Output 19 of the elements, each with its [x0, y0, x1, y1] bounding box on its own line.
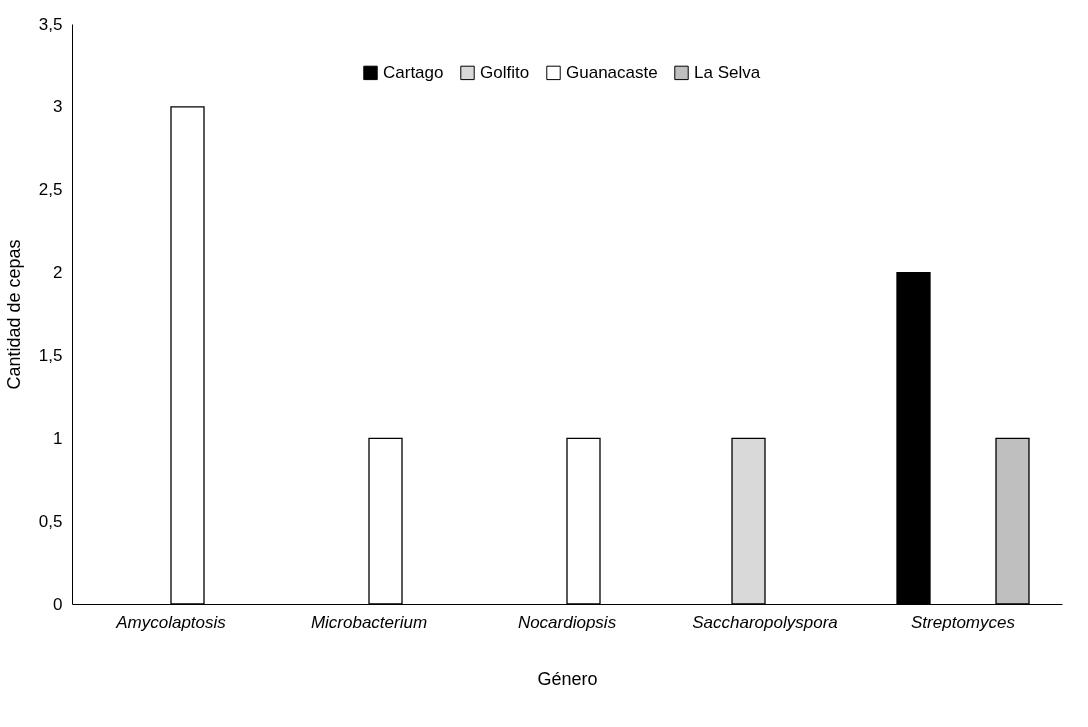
x-axis-title: Género [537, 668, 598, 689]
y-tick-label: 2 [53, 263, 63, 283]
y-tick-label: 0,5 [38, 511, 63, 531]
x-tick-label: Saccharopolyspora [692, 612, 838, 632]
y-tick-label: 1 [53, 428, 63, 448]
legend-label: La Selva [694, 62, 761, 82]
x-tick-label: Nocardiopsis [517, 612, 617, 632]
y-tick-label: 3,5 [38, 14, 63, 34]
legend-label: Cartago [383, 62, 444, 82]
x-tick-label: Microbacterium [310, 612, 428, 632]
legend-label: Golfito [480, 62, 530, 82]
x-tick-label: Streptomyces [911, 612, 1016, 632]
y-axis-title: Cantidad de cepas [3, 239, 24, 390]
y-tick-label: 2,5 [38, 180, 63, 200]
y-tick-label: 3 [53, 97, 63, 117]
y-tick-label: 1,5 [38, 345, 63, 365]
legend-label: Guanacaste [566, 62, 658, 82]
y-tick-label: 0 [53, 594, 63, 614]
x-tick-label: Amycolaptosis [115, 612, 227, 632]
